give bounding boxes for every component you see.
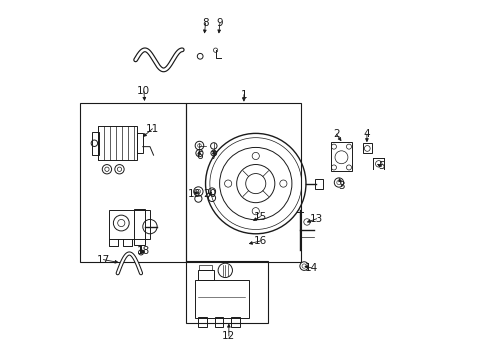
Text: 18: 18: [137, 246, 150, 256]
Text: 9: 9: [217, 18, 223, 28]
Text: 17: 17: [97, 255, 110, 265]
Text: 8: 8: [202, 18, 209, 28]
Text: 6: 6: [196, 150, 202, 161]
Text: 7: 7: [211, 150, 217, 161]
Bar: [331, 142, 352, 171]
Text: 20: 20: [204, 189, 217, 199]
Bar: [231, 317, 240, 327]
Text: 16: 16: [254, 236, 267, 246]
Bar: [92, 132, 98, 155]
Bar: [186, 261, 269, 323]
Text: 10: 10: [137, 86, 150, 96]
Text: 14: 14: [305, 263, 318, 273]
Bar: [109, 211, 150, 239]
Text: 3: 3: [339, 181, 345, 192]
Text: 1: 1: [241, 90, 247, 100]
Text: 15: 15: [254, 212, 267, 221]
Bar: [195, 280, 248, 318]
Bar: [198, 317, 207, 327]
Text: 4: 4: [364, 129, 370, 139]
Bar: [186, 103, 300, 262]
Bar: [215, 317, 223, 327]
Bar: [134, 209, 145, 244]
Text: 5: 5: [378, 161, 385, 171]
Bar: [137, 134, 143, 153]
Bar: [363, 143, 371, 153]
Text: 19: 19: [188, 189, 201, 199]
Bar: [199, 265, 212, 270]
Text: 11: 11: [146, 124, 159, 134]
Text: 13: 13: [310, 214, 323, 224]
Bar: [98, 126, 137, 160]
Text: 2: 2: [333, 129, 340, 139]
Bar: [315, 179, 323, 189]
Text: 12: 12: [222, 331, 236, 341]
Bar: [80, 103, 186, 262]
Bar: [197, 270, 214, 280]
